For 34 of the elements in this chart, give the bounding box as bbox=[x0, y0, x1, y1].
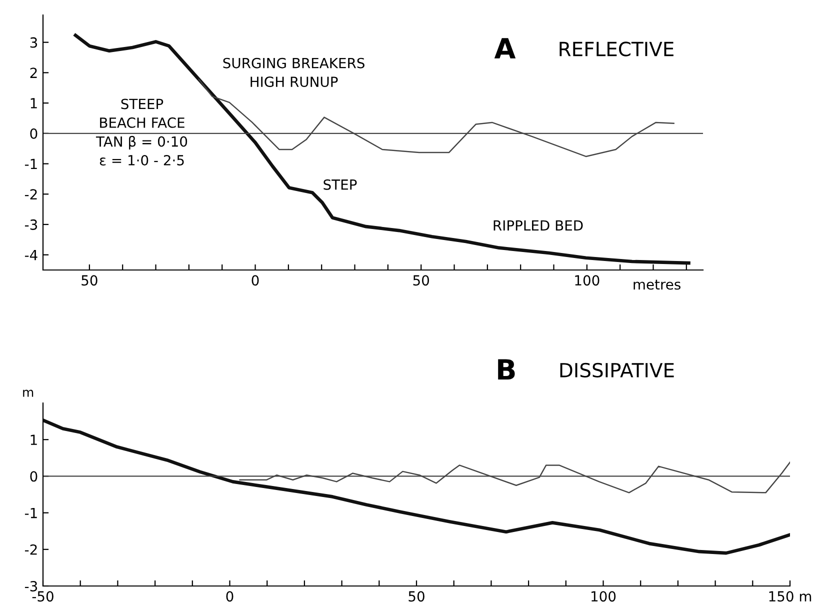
line-series bbox=[74, 34, 690, 265]
x-axis-title: metres bbox=[634, 280, 680, 290]
x-tick-label: 150 m bbox=[769, 591, 812, 602]
y-tick-label: 2 bbox=[30, 68, 37, 78]
y-tick-label: 3 bbox=[30, 37, 38, 48]
line-series bbox=[43, 418, 790, 555]
y-tick-label: -1 bbox=[24, 158, 37, 170]
y-tick-label: 1 bbox=[30, 434, 37, 445]
y-tick-label: -2 bbox=[24, 544, 37, 555]
x-tick-label: 0 bbox=[252, 275, 259, 286]
x-tick-label: -50 bbox=[32, 591, 54, 602]
y-axis-title: m bbox=[23, 390, 34, 397]
y-tick-label: -4 bbox=[24, 250, 38, 260]
x-tick-label: 50 bbox=[413, 275, 430, 286]
x-tick-label: 100 bbox=[592, 591, 616, 602]
y-tick-label: -1 bbox=[24, 508, 37, 518]
text: REFLECTIVE bbox=[560, 42, 674, 56]
x-tick-label: 0 bbox=[226, 591, 234, 602]
annotation: SURGING BREAKERS HIGH RUNUP bbox=[223, 58, 364, 88]
x-tick-label: 100 bbox=[575, 275, 600, 286]
chart-title: B bbox=[498, 359, 515, 380]
annotation: RIPPLED BED bbox=[494, 220, 583, 230]
text: A bbox=[494, 38, 516, 58]
x-tick-label: 50 bbox=[408, 591, 424, 602]
y-tick-label: -2 bbox=[24, 189, 37, 200]
annotation: STEEP BEACH FACE TAN β = 0·10 ε = 1·0 - 2·5 bbox=[96, 98, 188, 166]
x-tick-label: 50 bbox=[82, 275, 98, 286]
y-tick-label: -3 bbox=[24, 219, 38, 230]
y-tick-label: -3 bbox=[24, 580, 38, 592]
annotation: STEP bbox=[324, 179, 357, 190]
chart-subtitle: DISSIPATIVE bbox=[560, 362, 674, 378]
y-tick-label: 0 bbox=[30, 128, 38, 139]
y-tick-label: 1 bbox=[30, 98, 37, 108]
y-tick-label: 0 bbox=[30, 471, 38, 482]
